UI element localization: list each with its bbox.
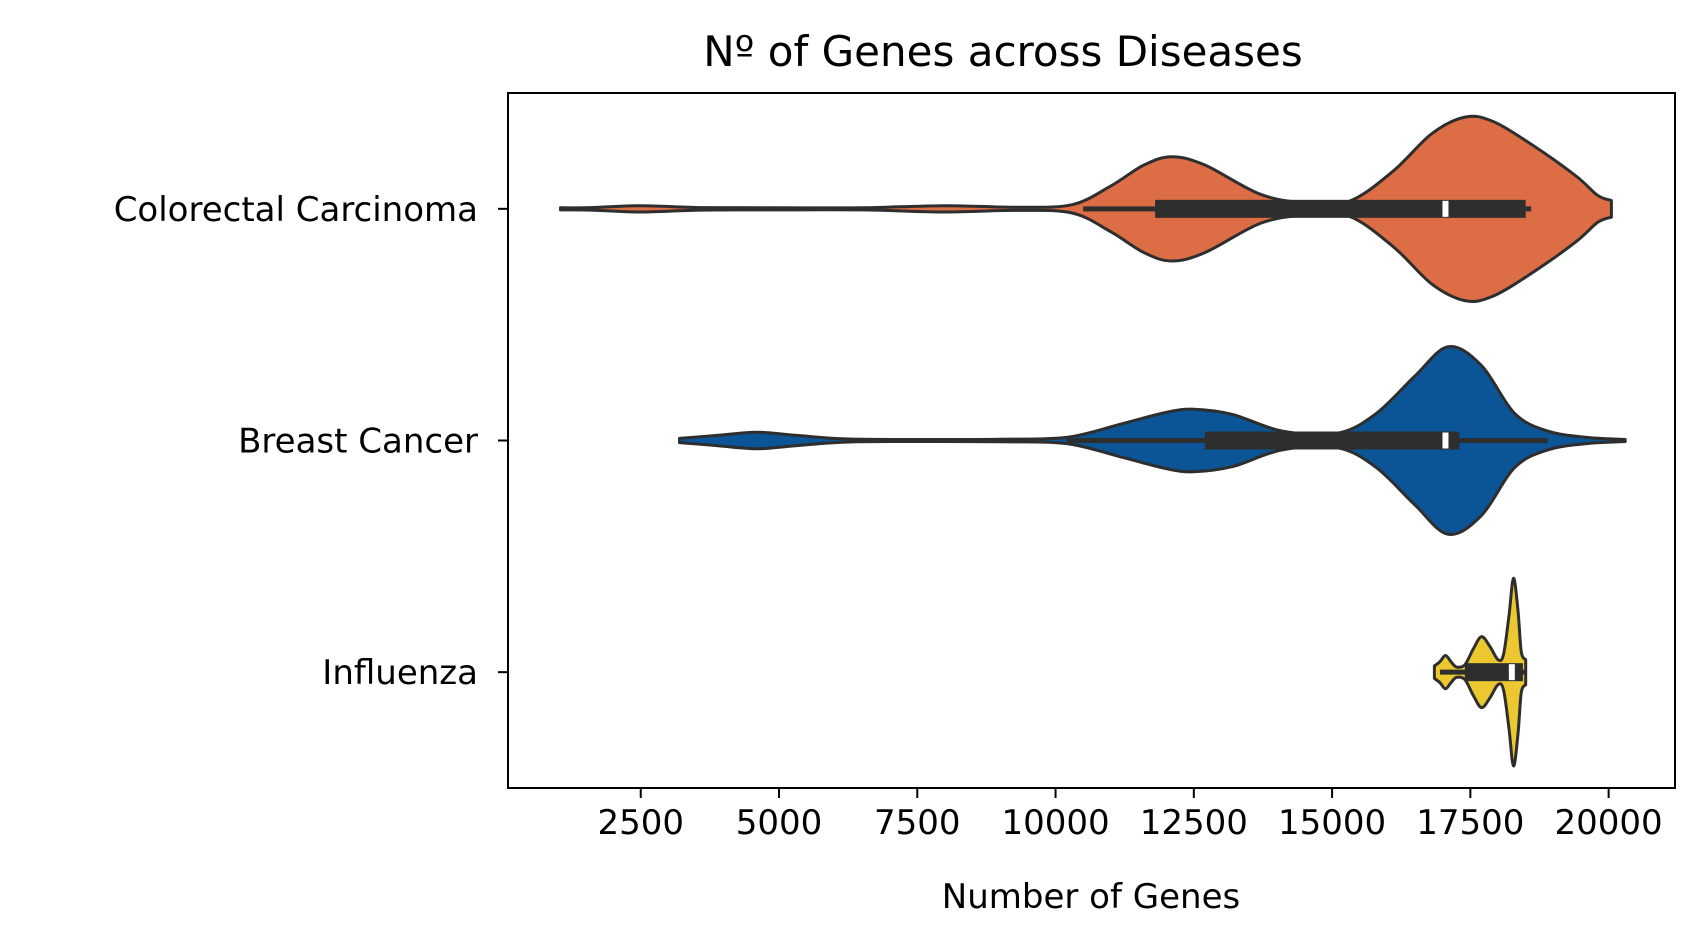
y-tick-label: Colorectal Carcinoma <box>114 190 478 230</box>
violin-iqr-box <box>1155 199 1526 218</box>
x-tick-label: 7500 <box>874 803 961 843</box>
violin-median <box>1508 664 1515 681</box>
x-tick-label: 5000 <box>736 803 823 843</box>
violin-iqr-box <box>1204 431 1460 450</box>
violin-median <box>1442 200 1449 217</box>
violin-group <box>559 114 1627 768</box>
x-tick-label: 10000 <box>1001 803 1109 843</box>
x-tick-label: 12500 <box>1140 803 1248 843</box>
x-tick-label: 15000 <box>1278 803 1386 843</box>
y-axis: Colorectal Carcinoma Breast Cancer Influen… <box>114 190 508 693</box>
chart-title: Nº of Genes across Diseases <box>703 27 1303 76</box>
x-axis: 2500 5000 7500 10000 12500 15000 17500 20000 <box>597 788 1663 843</box>
violin-colorectal-carcinoma <box>559 114 1613 303</box>
violin-iqr-box <box>1464 663 1523 682</box>
x-tick-label: 2500 <box>597 803 684 843</box>
x-tick-label: 17500 <box>1416 803 1524 843</box>
x-axis-label: Number of Genes <box>942 877 1240 917</box>
y-tick-label: Breast Cancer <box>238 422 478 462</box>
y-tick-label: Influenza <box>322 653 478 693</box>
x-tick-label: 20000 <box>1555 803 1663 843</box>
violin-breast-cancer <box>678 345 1627 536</box>
violin-influenza <box>1432 576 1528 768</box>
violin-median <box>1442 432 1449 449</box>
